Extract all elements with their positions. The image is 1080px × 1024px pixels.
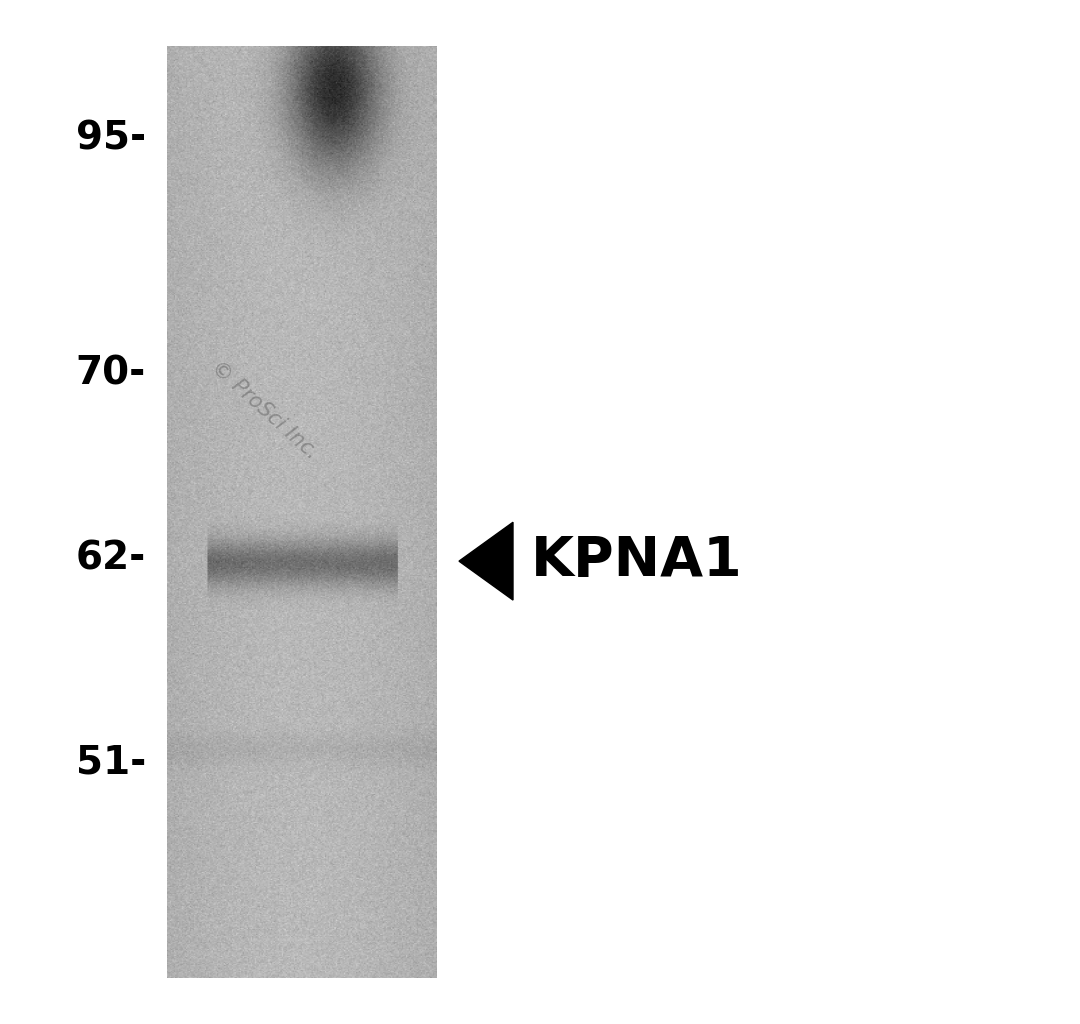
Text: KPNA1: KPNA1 [531, 535, 743, 588]
Polygon shape [459, 522, 513, 600]
Text: 70-: 70- [76, 354, 146, 393]
Text: 62-: 62- [76, 539, 146, 578]
Text: © ProSci Inc.: © ProSci Inc. [207, 356, 322, 463]
Text: 95-: 95- [76, 119, 146, 158]
Text: 51-: 51- [76, 743, 146, 782]
